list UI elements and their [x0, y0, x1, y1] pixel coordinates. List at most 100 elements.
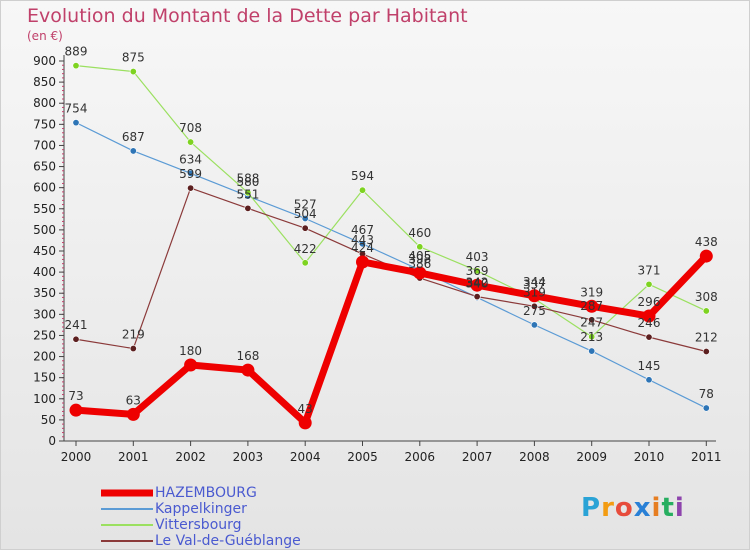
- data-point: [241, 363, 255, 377]
- data-point: [244, 204, 252, 212]
- data-label: 247: [580, 316, 603, 330]
- data-label: 405: [408, 249, 431, 263]
- data-point: [645, 333, 653, 341]
- data-point: [645, 280, 653, 288]
- data-label: 754: [65, 102, 88, 116]
- data-point: [473, 293, 481, 301]
- data-label: 594: [351, 169, 374, 183]
- data-point: [470, 278, 484, 292]
- series-layer: [69, 62, 713, 430]
- data-label: 443: [351, 233, 374, 247]
- x-tick-label: 2002: [175, 450, 206, 464]
- x-tick-label: 2007: [462, 450, 493, 464]
- legend-swatch: [101, 524, 153, 526]
- data-label: 180: [179, 344, 202, 358]
- data-point: [187, 138, 195, 146]
- y-tick-label: 350: [33, 286, 56, 300]
- legend-label: Kappelkinger: [155, 501, 247, 517]
- data-label: 386: [408, 257, 431, 271]
- data-label: 527: [294, 197, 317, 211]
- data-label: 241: [65, 318, 88, 332]
- data-point: [702, 307, 710, 315]
- y-tick-label: 50: [41, 413, 56, 427]
- x-tick-label: 2009: [576, 450, 607, 464]
- y-tick-label: 900: [33, 54, 56, 68]
- x-tick-label: 2004: [290, 450, 321, 464]
- data-label: 145: [638, 359, 661, 373]
- data-label: 219: [122, 328, 145, 342]
- proxiti-logo: Proxiti: [581, 493, 685, 523]
- data-label: 337: [523, 278, 546, 292]
- x-tick-label: 2010: [634, 450, 665, 464]
- data-point: [187, 169, 195, 177]
- data-point: [129, 68, 137, 76]
- data-label: 504: [294, 207, 317, 221]
- data-point: [301, 259, 309, 267]
- data-label: 551: [236, 187, 259, 201]
- data-label: 403: [466, 250, 489, 264]
- logo-letter: o: [614, 493, 634, 523]
- data-label: 275: [523, 304, 546, 318]
- y-tick-label: 400: [33, 265, 56, 279]
- data-point: [298, 416, 312, 430]
- y-tick-label: 800: [33, 96, 56, 110]
- logo-letter: i: [674, 493, 685, 523]
- data-point: [588, 316, 596, 324]
- data-label: 287: [580, 299, 603, 313]
- data-label: 308: [695, 290, 718, 304]
- y-tick-label: 100: [33, 392, 56, 406]
- data-point: [72, 62, 80, 70]
- data-label: 319: [580, 285, 603, 299]
- y-tick-label: 700: [33, 138, 56, 152]
- data-label: 460: [408, 226, 431, 240]
- logo-letter: r: [601, 493, 615, 523]
- data-point: [416, 243, 424, 251]
- y-tick-label: 300: [33, 307, 56, 321]
- data-label: 438: [695, 235, 718, 249]
- data-label: 889: [65, 45, 88, 59]
- data-label: 599: [179, 167, 202, 181]
- data-point: [301, 224, 309, 232]
- y-tick-label: 250: [33, 328, 56, 342]
- unit-label: (en €): [27, 29, 63, 43]
- data-label: 398: [408, 252, 431, 266]
- data-label: 424: [351, 241, 374, 255]
- data-point: [413, 266, 427, 280]
- y-tick-label: 150: [33, 371, 56, 385]
- data-point: [585, 299, 599, 313]
- legend-swatch: [101, 489, 153, 497]
- series-vittersbourg: [72, 62, 710, 341]
- legend-swatch: [101, 508, 153, 510]
- data-label: 580: [236, 175, 259, 189]
- legend-label: Vittersbourg: [155, 517, 242, 533]
- data-point: [642, 309, 656, 323]
- logo-letter: t: [661, 493, 675, 523]
- legend-label: HAZEMBOURG: [155, 485, 257, 501]
- data-point: [699, 249, 713, 263]
- y-tick-label: 850: [33, 75, 56, 89]
- series-line: [75, 65, 707, 338]
- chart-title: Evolution du Montant de la Dette par Hab…: [27, 5, 468, 27]
- y-tick-label: 0: [48, 434, 56, 448]
- data-point: [356, 255, 369, 269]
- data-point: [530, 302, 538, 310]
- x-tick-label: 2005: [347, 450, 378, 464]
- x-tick-label: 2006: [405, 450, 436, 464]
- y-tick-label: 500: [33, 223, 56, 237]
- data-label: 588: [236, 172, 259, 186]
- data-point: [588, 347, 596, 355]
- data-label: 342: [466, 276, 489, 290]
- logo-letter: P: [581, 493, 602, 523]
- data-label: 246: [638, 316, 661, 330]
- data-point: [69, 403, 83, 417]
- data-point: [702, 347, 710, 355]
- data-point: [358, 240, 366, 248]
- data-point: [187, 184, 195, 192]
- x-tick-label: 2003: [233, 450, 264, 464]
- data-label: 634: [179, 152, 202, 166]
- y-tick-label: 450: [33, 244, 56, 258]
- data-point: [588, 333, 596, 341]
- data-point: [358, 186, 366, 194]
